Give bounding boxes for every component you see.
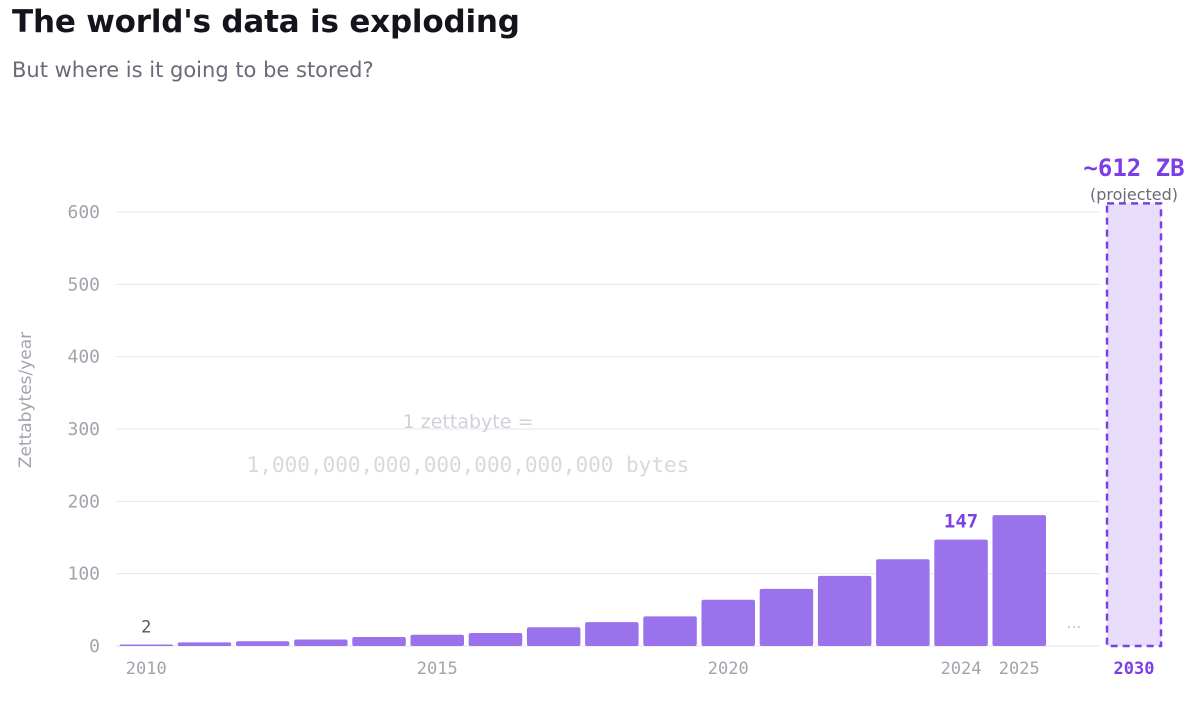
gap-marker: ...	[1066, 613, 1081, 632]
x-tick-label: 2015	[417, 659, 458, 679]
x-tick-label: 2020	[708, 659, 749, 679]
y-tick-label: 300	[67, 419, 100, 440]
data-label: 2	[141, 618, 151, 638]
x-tick-label: 2010	[126, 659, 167, 679]
bar	[701, 599, 755, 646]
bar	[876, 559, 930, 646]
bar	[526, 627, 581, 646]
x-tick-label: 2024	[941, 659, 982, 679]
x-tick-label: 2030	[1114, 659, 1155, 679]
bar	[177, 642, 232, 646]
data-label: 147	[944, 511, 978, 533]
bar	[643, 616, 697, 646]
y-tick-label: 500	[67, 274, 100, 295]
bar	[294, 639, 348, 646]
bar	[235, 641, 290, 646]
y-tick-label: 0	[89, 636, 100, 657]
y-axis-label: Zettabytes/year	[16, 332, 36, 468]
bar	[992, 515, 1046, 646]
y-tick-label: 400	[67, 347, 100, 368]
projected-value-label: ~612 ZB	[1083, 154, 1184, 182]
x-tick-label: 2025	[999, 659, 1040, 679]
y-tick-label: 200	[67, 491, 100, 512]
bar	[759, 588, 814, 646]
bar	[934, 539, 988, 646]
bar	[410, 634, 464, 646]
bar-projected	[1105, 202, 1163, 648]
bar	[817, 575, 872, 646]
bar	[468, 632, 523, 646]
bar	[119, 644, 173, 646]
y-tick-label: 100	[67, 564, 100, 585]
annotation-line-1: 1 zettabyte =	[403, 411, 534, 433]
bar	[585, 622, 639, 646]
chart-title: The world's data is exploding	[12, 4, 520, 40]
annotation-line-2: 1,000,000,000,000,000,000,000 bytes	[247, 453, 690, 477]
bar	[352, 636, 406, 646]
projected-note-label: (projected)	[1090, 185, 1178, 204]
y-tick-label: 600	[67, 202, 100, 223]
chart-subtitle: But where is it going to be stored?	[12, 58, 374, 82]
